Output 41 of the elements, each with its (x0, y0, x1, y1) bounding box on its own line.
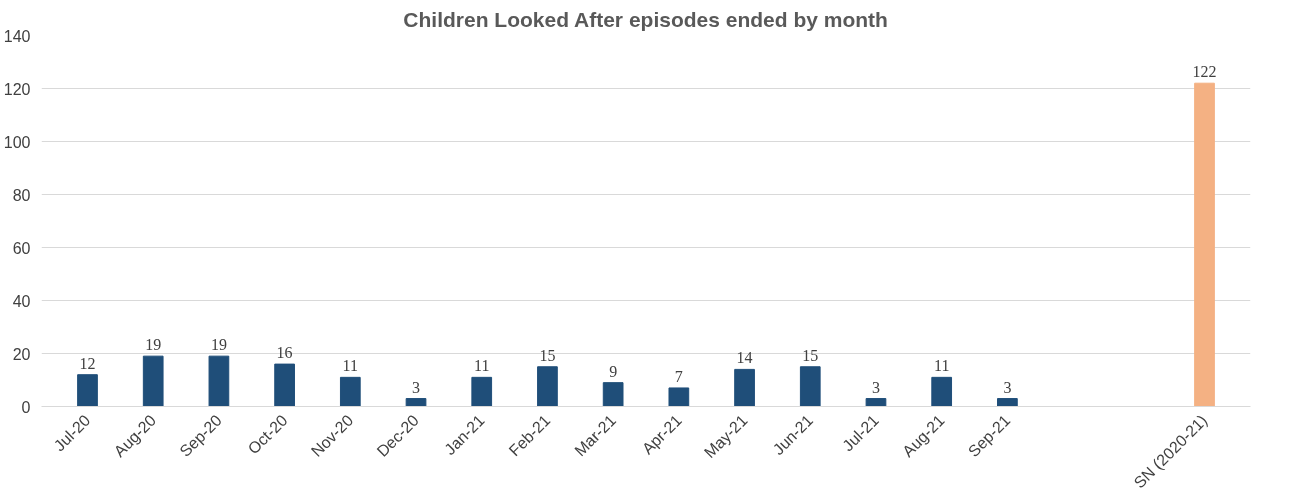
bar (208, 355, 230, 407)
data-label: 16 (276, 344, 293, 362)
data-label: 11 (474, 357, 490, 375)
bar (997, 398, 1018, 407)
bar (602, 382, 624, 407)
data-label: 7 (674, 367, 683, 385)
bar (77, 374, 98, 407)
data-label: 3 (1003, 378, 1012, 396)
y-tick-label: 140 (3, 27, 31, 45)
data-label: 19 (210, 336, 227, 354)
bar (865, 398, 887, 407)
y-tick-label: 120 (3, 80, 31, 98)
bar (405, 398, 427, 407)
bar (668, 387, 690, 407)
data-label: 3 (412, 378, 421, 396)
chart-title: Children Looked After episodes ended by month (403, 7, 888, 31)
data-label: 19 (145, 336, 162, 354)
data-label: 14 (736, 349, 753, 367)
bar (931, 376, 953, 407)
data-label: 15 (539, 346, 556, 364)
data-label: 12 (79, 354, 96, 372)
bar (142, 355, 164, 407)
data-label: 9 (609, 362, 618, 380)
bar (799, 366, 821, 407)
bar (537, 366, 558, 407)
data-label: 3 (871, 378, 880, 396)
bar (339, 376, 361, 407)
bar (471, 376, 493, 407)
data-label: 122 (1192, 63, 1217, 81)
bar (1194, 82, 1215, 407)
data-label: 11 (342, 357, 359, 375)
y-tick-label: 80 (12, 186, 31, 204)
data-label: 15 (802, 346, 819, 364)
y-tick-label: 100 (3, 133, 31, 151)
data-label: 11 (933, 357, 950, 375)
bar (274, 363, 295, 407)
y-tick-label: 20 (12, 345, 31, 363)
y-tick-label: 60 (12, 239, 31, 257)
y-tick-label: 40 (12, 292, 31, 310)
bar (734, 368, 755, 407)
y-tick-label: 0 (21, 398, 31, 416)
